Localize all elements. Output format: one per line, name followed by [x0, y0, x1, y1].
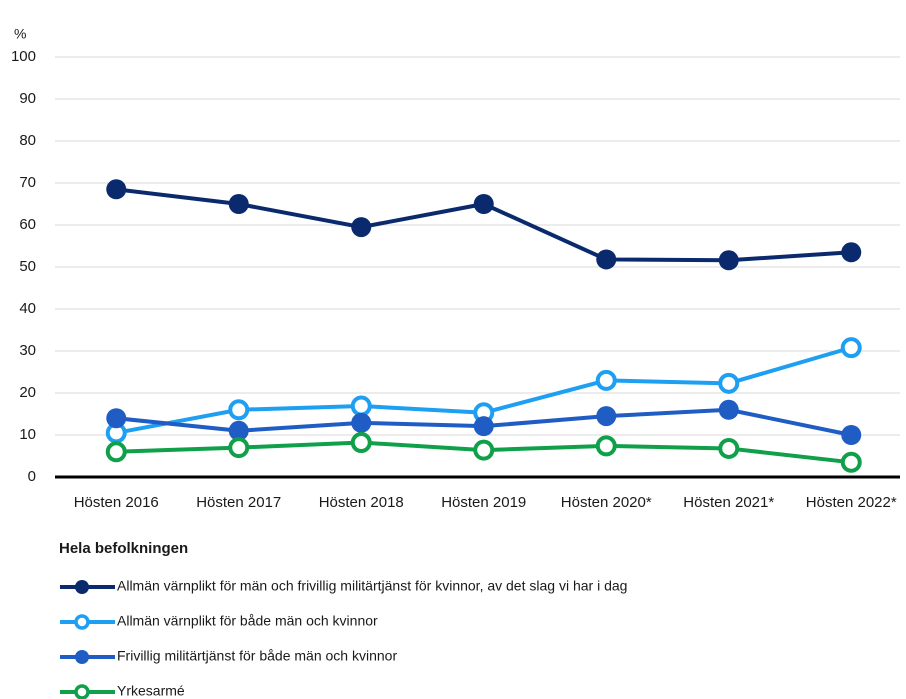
data-point: [841, 425, 862, 445]
y-tick-label: 0: [28, 468, 36, 485]
y-tick-label: 50: [19, 258, 36, 275]
data-point: [228, 420, 249, 441]
y-tick-label: 100: [11, 48, 36, 65]
y-tick-label: 40: [19, 300, 36, 317]
legend-title: Hela befolkningen: [59, 540, 188, 557]
legend-marker: [74, 684, 90, 699]
y-axis-label: %: [14, 26, 26, 42]
y-tick-label: 20: [19, 384, 36, 401]
x-tick-label: Hösten 2020*: [561, 494, 652, 511]
data-point: [106, 408, 127, 429]
data-point: [106, 179, 127, 200]
x-tick-label: Hösten 2022*: [806, 494, 897, 511]
data-point: [841, 242, 862, 263]
y-tick-label: 60: [19, 216, 36, 233]
data-point: [105, 441, 127, 463]
data-point: [840, 337, 862, 359]
legend-label: Yrkesarmé: [117, 683, 185, 699]
data-point: [596, 406, 617, 427]
data-point: [350, 395, 372, 417]
data-point: [718, 250, 739, 271]
data-point: [228, 437, 250, 459]
y-tick-label: 30: [19, 342, 36, 359]
data-point: [351, 412, 372, 433]
legend-label: Allmän värnplikt för både män och kvinno…: [117, 613, 378, 629]
legend-marker: [75, 580, 89, 594]
data-point: [228, 194, 249, 214]
data-point: [595, 435, 617, 457]
data-point: [473, 439, 495, 461]
legend-label: Allmän värnplikt för män och frivillig m…: [117, 578, 627, 594]
data-point: [473, 194, 494, 214]
legend-marker: [75, 650, 89, 664]
legend-marker: [74, 614, 90, 630]
data-point: [350, 432, 372, 454]
data-point: [351, 217, 372, 238]
x-tick-label: Hösten 2016: [74, 494, 159, 511]
legend-label: Frivillig militärtjänst för både män och…: [117, 648, 397, 664]
data-point: [228, 399, 250, 421]
y-tick-label: 90: [19, 90, 36, 107]
y-tick-label: 80: [19, 132, 36, 149]
x-tick-label: Hösten 2018: [319, 494, 404, 511]
data-point: [718, 372, 740, 394]
x-tick-label: Hösten 2021*: [683, 494, 774, 511]
data-point: [596, 249, 617, 270]
data-point: [718, 399, 739, 420]
data-point: [473, 416, 494, 437]
y-tick-label: 70: [19, 174, 36, 191]
data-point: [718, 437, 740, 459]
data-point: [840, 451, 862, 473]
x-tick-label: Hösten 2019: [441, 494, 526, 511]
y-tick-label: 10: [19, 426, 36, 443]
data-point: [595, 369, 617, 391]
x-tick-label: Hösten 2017: [196, 494, 281, 511]
